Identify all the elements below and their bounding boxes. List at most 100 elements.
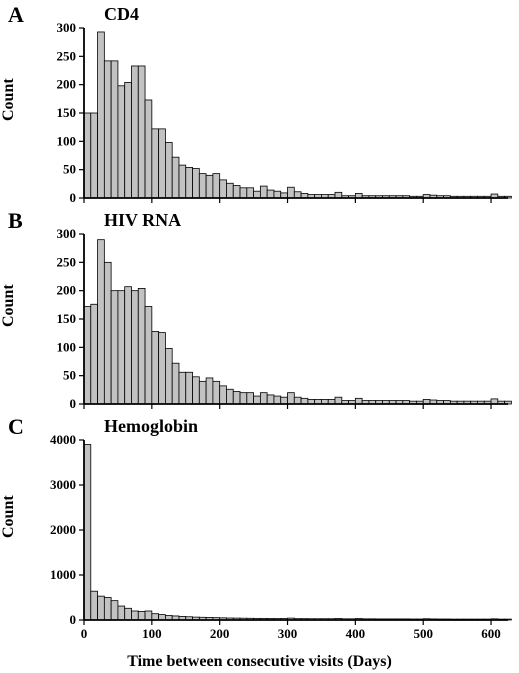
histogram-bar bbox=[240, 393, 247, 404]
histogram-bar bbox=[220, 180, 227, 198]
histogram-bar bbox=[118, 606, 125, 620]
histogram-bar bbox=[288, 187, 295, 198]
y-tick-label: 250 bbox=[57, 254, 77, 269]
y-tick-label: 1000 bbox=[50, 567, 76, 582]
y-tick-label: 200 bbox=[57, 283, 77, 298]
histogram-bar bbox=[247, 188, 254, 198]
y-tick-label: 100 bbox=[57, 339, 77, 354]
histogram-bar bbox=[220, 386, 227, 404]
histogram-bar bbox=[165, 348, 172, 404]
y-tick-label: 250 bbox=[57, 48, 77, 63]
figure: A CD4 Count B HIV RNA Count C Hemoglobin… bbox=[0, 0, 519, 673]
histogram-bar bbox=[240, 188, 247, 198]
x-tick-label: 500 bbox=[413, 626, 433, 641]
histogram-bar bbox=[254, 396, 261, 404]
histogram-bar bbox=[274, 396, 281, 404]
y-tick-label: 300 bbox=[57, 20, 77, 35]
histogram-bar bbox=[125, 608, 132, 620]
histogram-bar bbox=[91, 304, 98, 404]
y-tick-label: 0 bbox=[70, 612, 77, 627]
histogram-bar bbox=[233, 392, 240, 404]
histogram-bar bbox=[111, 601, 118, 620]
histogram-bar bbox=[138, 288, 145, 404]
histogram-bar bbox=[145, 307, 152, 404]
y-tick-label: 150 bbox=[57, 105, 77, 120]
histogram-bar bbox=[288, 393, 295, 404]
histogram-bar bbox=[84, 307, 91, 404]
y-tick-label: 100 bbox=[57, 133, 77, 148]
histogram-bar bbox=[213, 174, 220, 198]
x-tick-label: 0 bbox=[81, 626, 88, 641]
histogram-bar bbox=[91, 113, 98, 198]
histogram-bar bbox=[335, 397, 342, 404]
histogram-bar bbox=[260, 186, 267, 198]
histogram-bar bbox=[152, 129, 159, 198]
histogram-bar bbox=[138, 66, 145, 198]
histogram-bar bbox=[274, 191, 281, 198]
histogram-bar bbox=[159, 333, 166, 404]
histogram-bar bbox=[118, 86, 125, 198]
histogram-bar bbox=[131, 66, 138, 198]
histogram-bar bbox=[199, 381, 206, 404]
histogram-bar bbox=[98, 240, 105, 404]
histogram-bar bbox=[193, 377, 200, 404]
histogram-bar bbox=[118, 291, 125, 404]
histogram-bar bbox=[179, 372, 186, 404]
y-tick-label: 0 bbox=[70, 396, 77, 411]
histogram-bar bbox=[131, 291, 138, 404]
y-tick-label: 2000 bbox=[50, 522, 76, 537]
x-tick-label: 400 bbox=[346, 626, 366, 641]
histogram-bar bbox=[98, 596, 105, 620]
histogram-bar bbox=[152, 614, 159, 620]
histogram-bar bbox=[84, 445, 91, 621]
histogram-bar bbox=[179, 165, 186, 198]
histogram-bar bbox=[294, 397, 301, 404]
histogram-bar bbox=[145, 100, 152, 198]
histogram-bar bbox=[206, 378, 213, 404]
x-tick-label: 600 bbox=[481, 626, 501, 641]
y-tick-label: 200 bbox=[57, 77, 77, 92]
x-axis-label: Time between consecutive visits (Days) bbox=[0, 653, 519, 671]
histogram-bar bbox=[186, 372, 193, 404]
histogram-bar bbox=[199, 174, 206, 198]
x-tick-label: 300 bbox=[278, 626, 298, 641]
histogram-bar bbox=[213, 381, 220, 404]
histogram-bar bbox=[226, 183, 233, 198]
y-tick-label: 0 bbox=[70, 190, 77, 205]
x-tick-label: 100 bbox=[142, 626, 162, 641]
y-tick-label: 3000 bbox=[50, 477, 76, 492]
y-tick-label: 150 bbox=[57, 311, 77, 326]
histogram-bar bbox=[206, 175, 213, 198]
histogram-bar bbox=[172, 157, 179, 198]
histogram-bar bbox=[254, 191, 261, 198]
histogram-bar bbox=[281, 397, 288, 404]
histogram-bar bbox=[91, 591, 98, 620]
histogram-bar bbox=[233, 186, 240, 198]
histogram-bar bbox=[267, 395, 274, 404]
y-tick-label: 50 bbox=[63, 162, 76, 177]
x-tick-label: 200 bbox=[210, 626, 230, 641]
histogram-bar bbox=[226, 389, 233, 404]
histogram-bar bbox=[98, 32, 105, 198]
histogram-bar bbox=[165, 142, 172, 198]
histogram-bar bbox=[111, 291, 118, 404]
histogram-bar bbox=[111, 61, 118, 198]
histogram-bar bbox=[152, 331, 159, 404]
histogram-bar bbox=[193, 169, 200, 198]
histogram-bar bbox=[260, 393, 267, 404]
histogram-bar bbox=[159, 129, 166, 198]
histogram-bar bbox=[145, 611, 152, 620]
histogram-bar bbox=[104, 598, 111, 621]
histogram-bar bbox=[247, 393, 254, 404]
histogram-bar bbox=[294, 192, 301, 198]
histogram-bar bbox=[125, 287, 132, 404]
histogram-bar bbox=[104, 262, 111, 404]
y-tick-label: 300 bbox=[57, 226, 77, 241]
histogram-bar bbox=[138, 611, 145, 620]
histogram-bar bbox=[172, 363, 179, 404]
histogram-bar bbox=[186, 167, 193, 198]
histogram-bar bbox=[131, 611, 138, 620]
y-tick-label: 50 bbox=[63, 368, 76, 383]
y-tick-label: 4000 bbox=[50, 432, 76, 447]
histogram-bar bbox=[104, 61, 111, 198]
